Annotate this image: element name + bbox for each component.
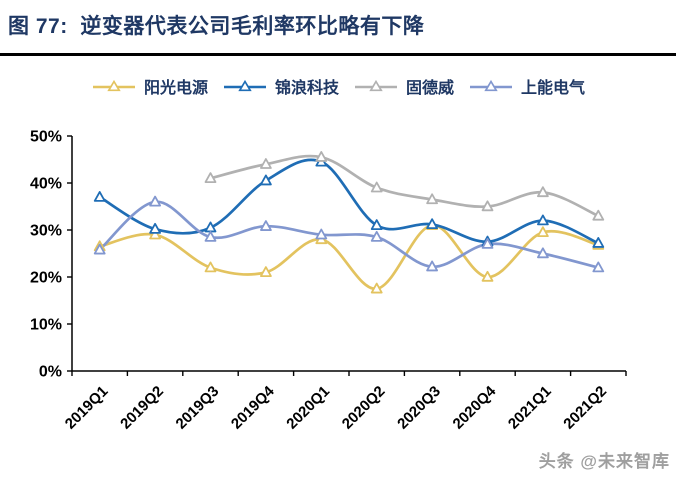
line-chart: 0% 10% 20% 30% 40% 50% 2019Q1 2019Q2 2019Q3 2019Q… <box>30 129 627 433</box>
svg-text:2019Q2: 2019Q2 <box>117 383 167 433</box>
svg-text:20%: 20% <box>30 270 62 287</box>
legend-label: 锦浪科技 <box>274 80 339 97</box>
svg-text:40%: 40% <box>30 176 62 193</box>
svg-text:2020Q4: 2020Q4 <box>450 382 500 432</box>
legend-item-jinlang-keji: 锦浪科技 <box>222 74 339 98</box>
svg-text:2019Q1: 2019Q1 <box>62 383 112 433</box>
svg-text:10%: 10% <box>30 317 62 334</box>
legend-label: 上能电气 <box>521 80 586 97</box>
legend-label: 固德威 <box>406 80 455 97</box>
svg-text:50%: 50% <box>30 129 62 146</box>
svg-text:2020Q2: 2020Q2 <box>339 383 389 433</box>
line-triangle-swatch-icon <box>355 79 397 92</box>
svg-text:2019Q3: 2019Q3 <box>173 383 223 433</box>
line-triangle-swatch-icon <box>223 79 266 92</box>
svg-text:2021Q2: 2021Q2 <box>560 383 610 433</box>
chart-legend: 阳光电源 锦浪科技 固德威 上能电气 <box>0 73 676 99</box>
svg-text:30%: 30% <box>30 223 62 240</box>
watermark: 头条 @未来智库 <box>538 452 670 471</box>
svg-text:0%: 0% <box>39 364 62 381</box>
svg-text:2021Q1: 2021Q1 <box>505 383 555 433</box>
svg-text:2019Q4: 2019Q4 <box>228 382 278 432</box>
legend-item-gudewei: 固德威 <box>353 74 454 98</box>
legend-item-shangneng-dianqi: 上能电气 <box>468 74 585 98</box>
svg-text:2020Q1: 2020Q1 <box>283 383 333 433</box>
legend-label: 阳光电源 <box>143 80 208 97</box>
line-triangle-swatch-icon <box>470 79 513 92</box>
figure-title: 图 77: 逆变器代表公司毛利率环比略有下降 <box>8 15 425 38</box>
figure-header: 图 77: 逆变器代表公司毛利率环比略有下降 <box>0 0 676 56</box>
legend-item-yangguang-dianyuan: 阳光电源 <box>91 74 208 98</box>
line-triangle-swatch-icon <box>92 79 135 92</box>
svg-text:2020Q3: 2020Q3 <box>394 383 444 433</box>
